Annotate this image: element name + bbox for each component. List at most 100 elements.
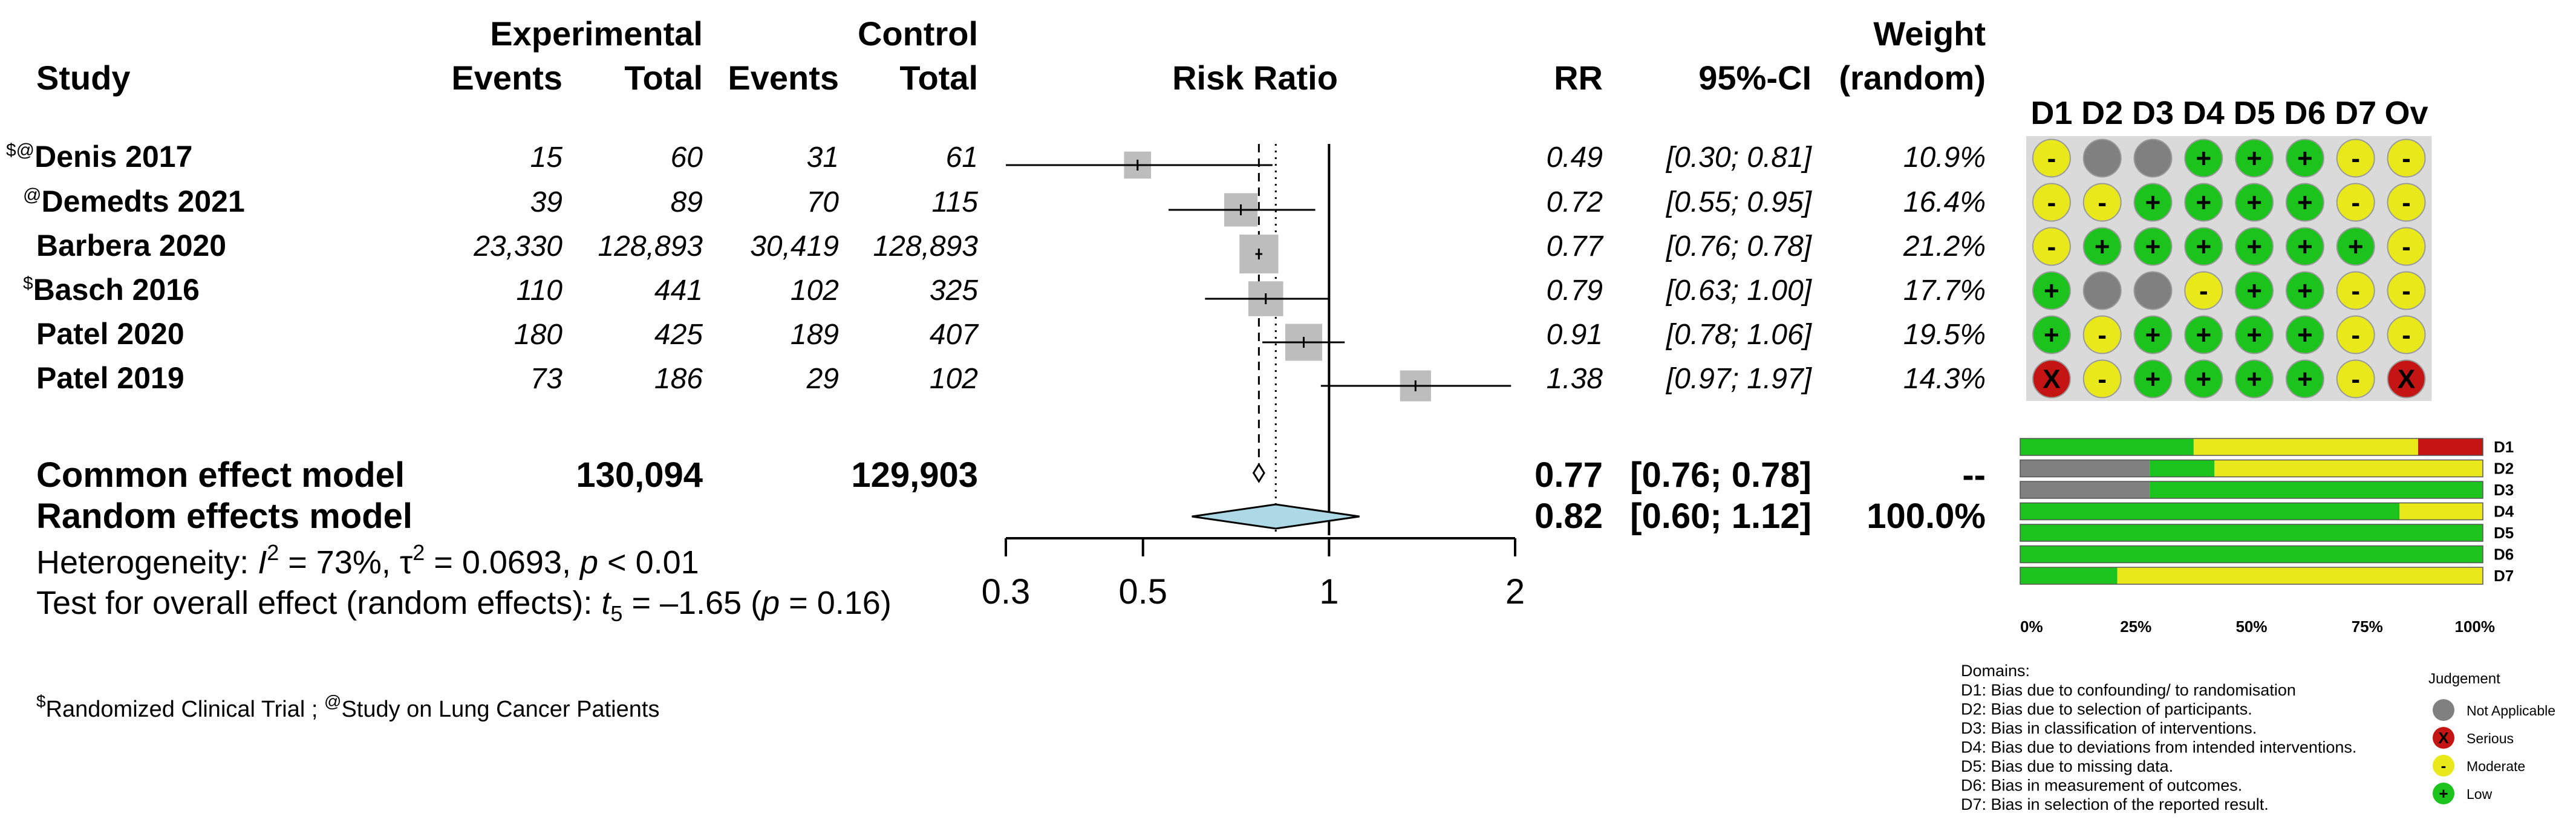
rob-judgement-symbol: - xyxy=(2402,188,2411,218)
rob-judgement-symbol: X xyxy=(2043,365,2060,394)
exp-total: 89 xyxy=(671,186,703,218)
rob-judgement-circle xyxy=(2032,271,2071,310)
rob-judgement-symbol: + xyxy=(2145,321,2161,350)
weight-value: 21.2% xyxy=(1903,230,1986,262)
domain-description: D1: Bias due to confounding/ to randomis… xyxy=(1961,681,2296,699)
rob-judgement-symbol: + xyxy=(2196,365,2211,394)
rob-summary-tick-label: 25% xyxy=(2120,617,2151,636)
rob-judgement-circle xyxy=(2082,138,2122,178)
judgement-legend-symbol: + xyxy=(2439,784,2448,803)
domains-title: Domains: xyxy=(1961,662,2030,680)
judgement-legend-circle xyxy=(2433,727,2454,749)
study-name: Patel 2019 xyxy=(36,361,184,395)
judgement-legend-label: Serious xyxy=(2467,731,2514,746)
statistics-text: Heterogeneity: I2 = 73%, τ2 = 0.0693, p … xyxy=(36,540,892,626)
header-exp-events: Events xyxy=(451,59,562,97)
x-tick-label: 1 xyxy=(1319,572,1339,611)
rob-summary-bar-outline xyxy=(2020,438,2483,456)
rob-judgement-circle xyxy=(2336,183,2375,222)
rob-judgement-circle xyxy=(2133,359,2173,399)
ctrl-events: 189 xyxy=(791,319,839,351)
rob-judgement-symbol: + xyxy=(2297,365,2313,394)
domain-description: D3: Bias in classification of interventi… xyxy=(1961,719,2257,737)
rob-judgement-circle xyxy=(2336,227,2375,266)
rob-summary-label: D6 xyxy=(2494,546,2514,564)
rob-judgement-symbol: - xyxy=(2402,232,2411,262)
rob-judgement-circle xyxy=(2032,315,2071,354)
rob-judgement-symbol: + xyxy=(2145,232,2161,262)
rob-column-header: D4 xyxy=(2183,95,2225,131)
rob-judgement-circle xyxy=(2184,359,2223,399)
rob-judgement-circle xyxy=(2032,359,2071,399)
rob-judgement-symbol: + xyxy=(2044,276,2059,306)
rob-judgement-circle xyxy=(2032,227,2071,266)
rob-summary-bar-outline xyxy=(2020,502,2483,521)
rob-judgement-symbol: + xyxy=(2297,276,2313,306)
study-name: $@Denis 2017 xyxy=(6,140,192,174)
risk-of-bias-legend: Domains:D1: Bias due to confounding/ to … xyxy=(1961,662,2555,813)
exp-total: 186 xyxy=(654,363,703,395)
rob-judgement-circle xyxy=(2235,315,2274,354)
weight-value: 16.4% xyxy=(1903,186,1986,218)
rob-summary-segment xyxy=(2117,567,2483,584)
rob-judgement-circle xyxy=(2235,359,2274,399)
ctrl-total: 61 xyxy=(946,142,978,174)
risk-of-bias-summary: D1 D2 D3 D4 D5 D6 D7 0% 25% 50% 75% 100% xyxy=(2020,438,2514,636)
rob-judgement-symbol: + xyxy=(2196,188,2211,218)
rob-judgement-circle xyxy=(2285,183,2324,222)
table-header: Experimental Control Weight Study Events… xyxy=(36,15,1986,97)
rob-column-header: D7 xyxy=(2335,95,2376,131)
ci-value: [0.63; 1.00] xyxy=(1666,275,1813,307)
study-footnote-marker: @ xyxy=(23,185,41,205)
rr-value: 1.38 xyxy=(1547,363,1603,395)
judgement-legend-circle xyxy=(2433,699,2454,721)
rob-judgement-circle xyxy=(2336,138,2375,178)
ci-value: [0.30; 0.81] xyxy=(1666,142,1813,174)
x-tick-label: 2 xyxy=(1505,572,1525,611)
weight-value: 17.7% xyxy=(1903,275,1986,307)
study-footnote-marker: $@ xyxy=(6,140,34,160)
exp-total: 128,893 xyxy=(598,230,703,262)
rob-judgement-circle xyxy=(2285,138,2324,178)
rob-summary-segment xyxy=(2020,438,2194,455)
rob-judgement-symbol: + xyxy=(2297,321,2313,350)
rob-judgement-circle xyxy=(2387,138,2426,178)
rob-summary-segment xyxy=(2020,546,2483,563)
common-effect-weight: -- xyxy=(1962,455,1986,495)
risk-of-bias-grid: D1 D2 D3 D4 D5 D6 D7 Ov- + + + - -- - + + + + - -- + + + + + + -+ -… xyxy=(2026,95,2432,401)
rob-summary-segment xyxy=(2020,503,2400,520)
study-row: @Demedts 2021 39 89 70 115 0.72 [0.55; 0.95] 16… xyxy=(23,184,1986,218)
rob-judgement-circle xyxy=(2336,271,2375,310)
rob-judgement-symbol: - xyxy=(2402,321,2411,350)
rob-judgement-circle xyxy=(2235,271,2274,310)
rob-judgement-circle xyxy=(2082,271,2122,310)
rob-judgement-circle xyxy=(2184,315,2223,354)
rob-column-header: D3 xyxy=(2132,95,2174,131)
header-weight: Weight xyxy=(1873,15,1986,53)
rob-judgement-symbol: - xyxy=(2047,188,2056,218)
header-risk-ratio: Risk Ratio xyxy=(1172,59,1338,97)
random-effects-weight: 100.0% xyxy=(1867,497,1986,536)
domain-description: D4: Bias due to deviations from intended… xyxy=(1961,738,2356,757)
study-rows: $@Denis 2017 15 60 31 61 0.49 [0.30; 0.81] 10.9… xyxy=(6,140,1986,395)
rob-summary-segment xyxy=(2150,460,2215,477)
rob-summary-label: D2 xyxy=(2494,460,2514,478)
rob-judgement-circle xyxy=(2032,138,2071,178)
rob-column-header: D6 xyxy=(2284,95,2326,131)
ctrl-events: 70 xyxy=(807,186,840,218)
rob-judgement-symbol: X xyxy=(2398,365,2415,394)
rob-judgement-symbol: - xyxy=(2047,144,2056,174)
exp-total: 441 xyxy=(654,275,703,307)
ctrl-events: 31 xyxy=(807,142,839,174)
rob-grid-background xyxy=(2026,136,2432,401)
domain-description: D7: Bias in selection of the reported re… xyxy=(1961,795,2269,813)
common-effect-exp-total: 130,094 xyxy=(576,455,703,495)
header-ctrl-events: Events xyxy=(728,59,839,97)
ci-value: [0.78; 1.06] xyxy=(1666,319,1813,351)
overall-effect-test: Test for overall effect (random effects)… xyxy=(36,585,892,626)
rob-judgement-symbol: + xyxy=(2246,365,2262,394)
x-tick-label: 0.3 xyxy=(982,572,1031,611)
rob-judgement-circle xyxy=(2387,183,2426,222)
rob-judgement-circle xyxy=(2336,315,2375,354)
